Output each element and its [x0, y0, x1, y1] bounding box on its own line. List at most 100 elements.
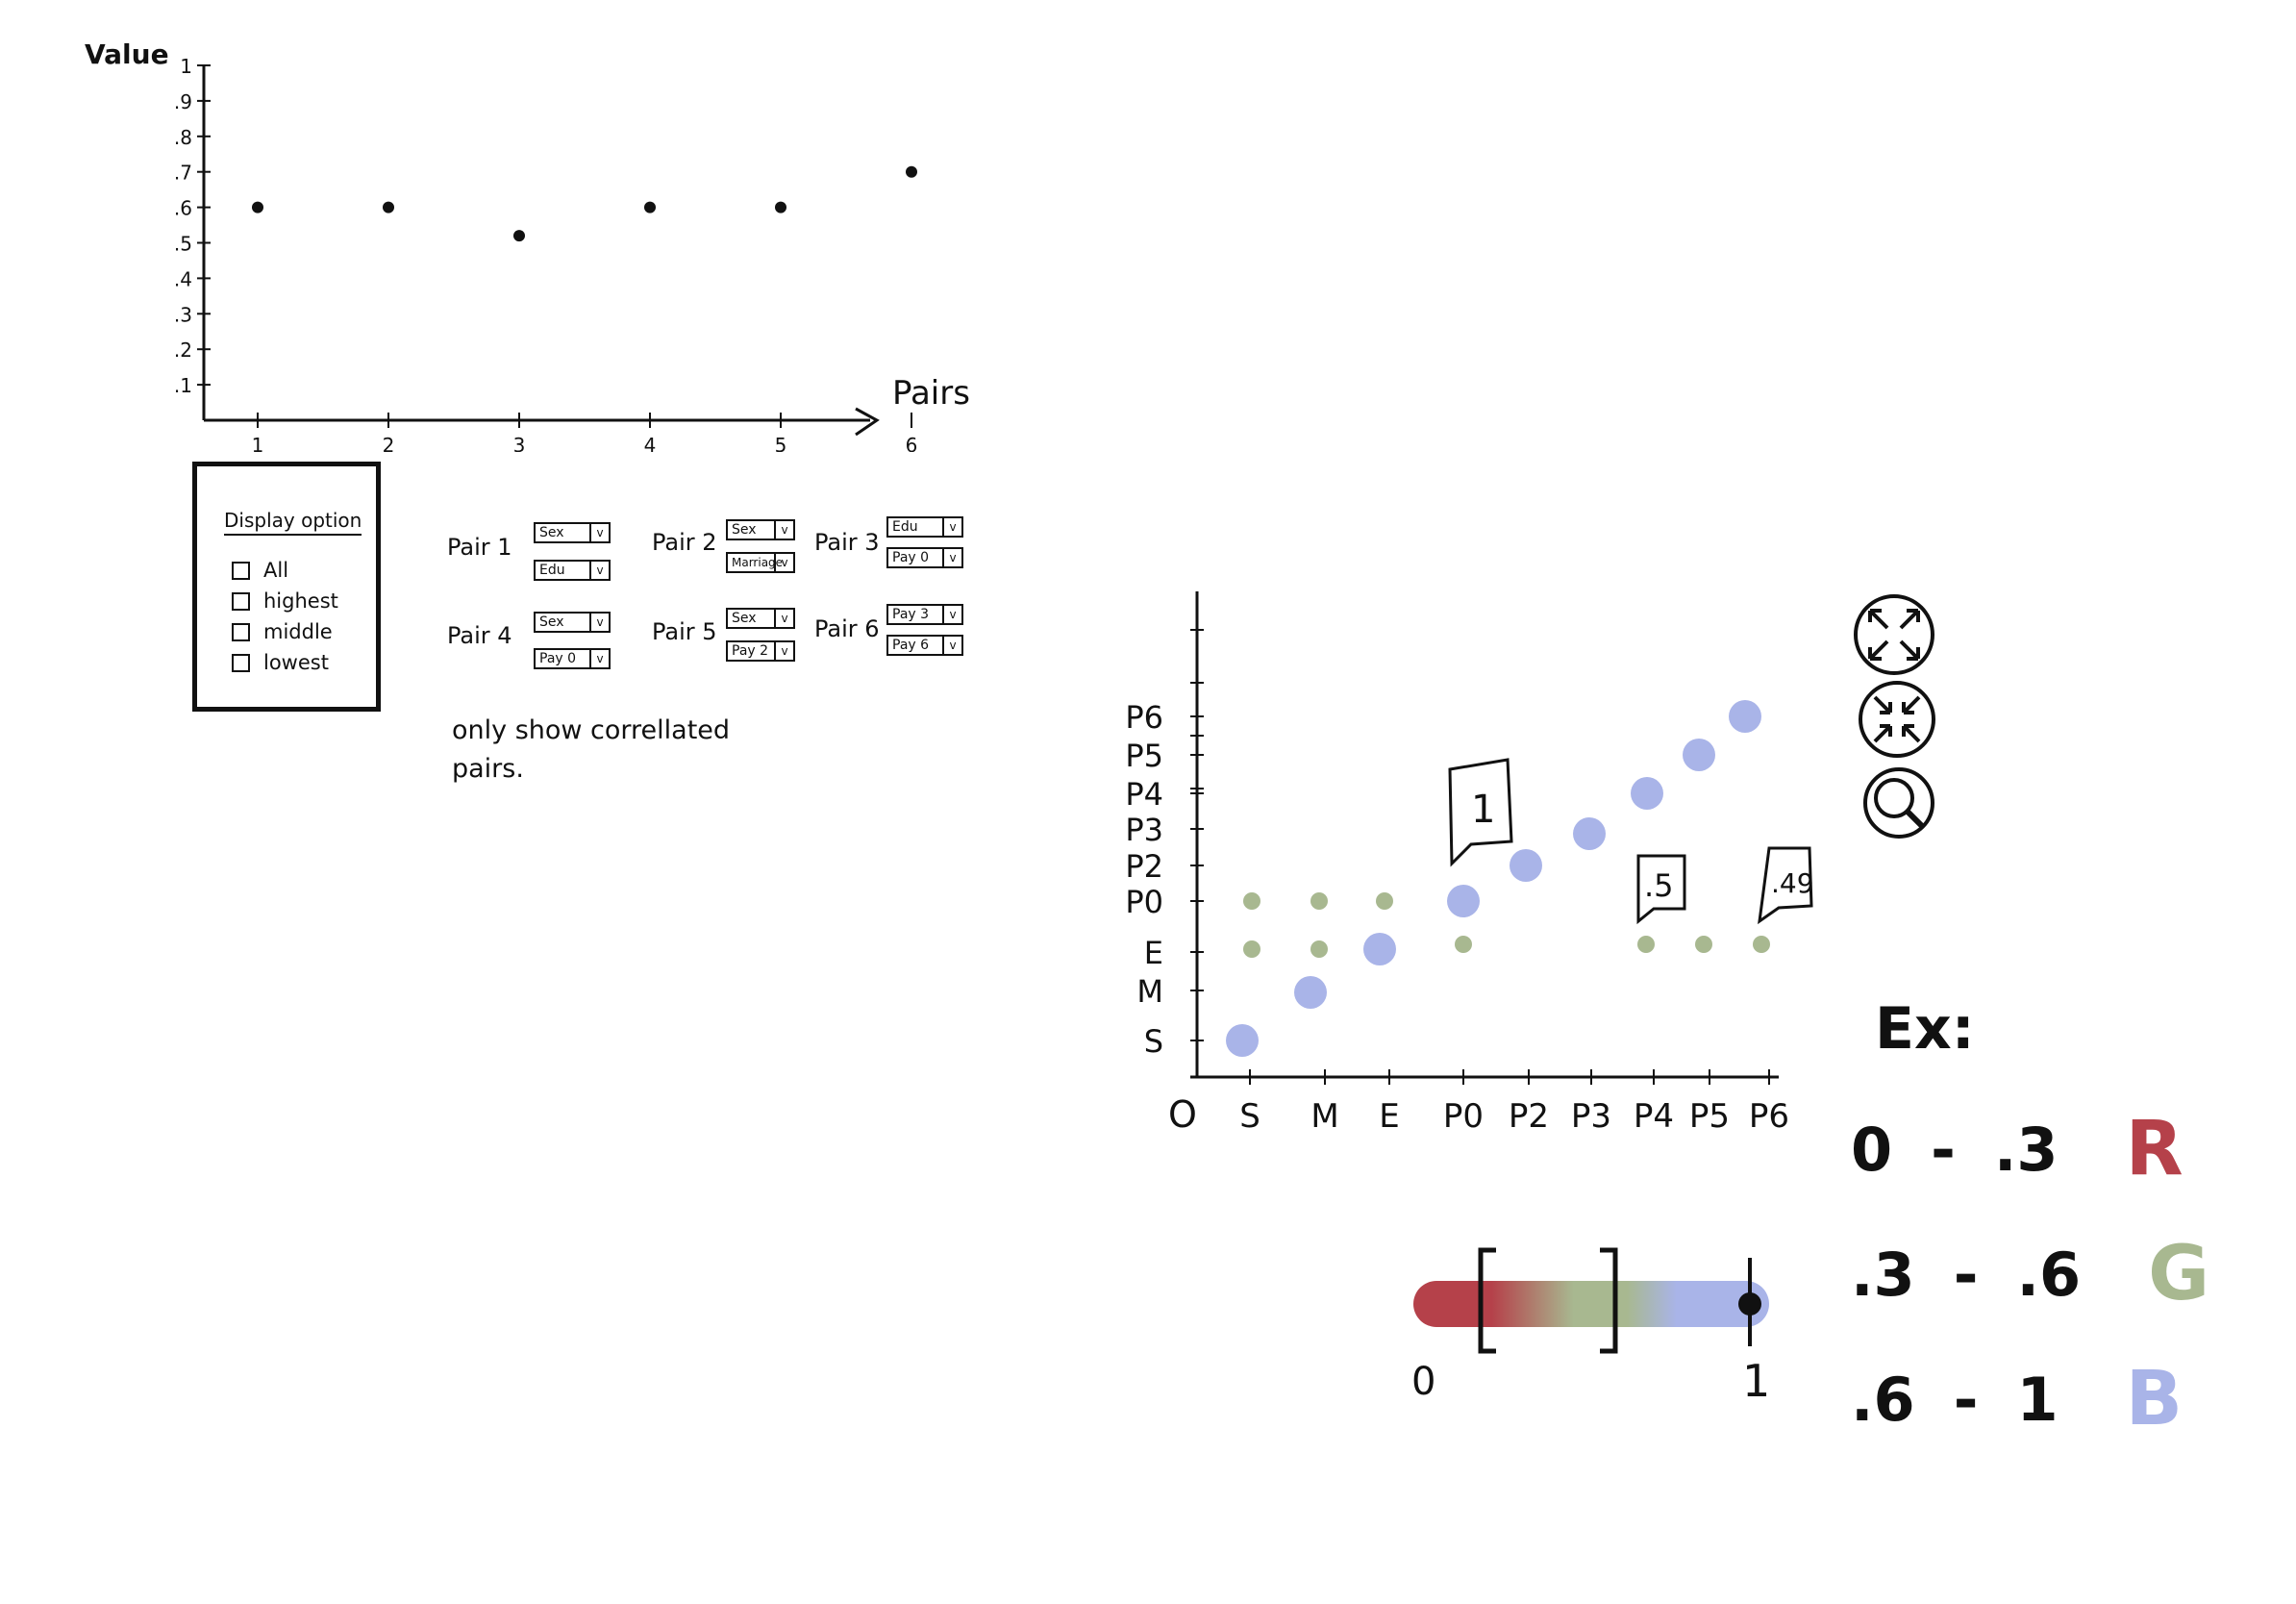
y-tick-label: .1	[174, 374, 192, 397]
option-lowest[interactable]: lowest	[232, 651, 329, 674]
y-tick-label: .2	[174, 338, 192, 362]
option-lowest-checkbox[interactable]	[232, 653, 250, 672]
pair-1-select-b[interactable]: Edu v	[534, 560, 611, 581]
chevron-down-icon: v	[774, 554, 793, 571]
legend-blue-code: B	[2125, 1356, 2184, 1442]
x-axis-arrow	[855, 407, 880, 437]
matrix-point-green[interactable]	[1243, 940, 1260, 958]
matrix-point-blue[interactable]	[1729, 700, 1761, 733]
matrix-y-label: P2	[1125, 848, 1163, 885]
legend-blue-high: 1	[2016, 1364, 2059, 1435]
chevron-down-icon: v	[589, 524, 609, 541]
matrix-point-blue[interactable]	[1510, 849, 1542, 882]
callout-3: .49	[1758, 846, 1814, 925]
x-tick-label: 4	[644, 434, 657, 452]
matrix-point-blue[interactable]	[1631, 777, 1663, 810]
option-middle-checkbox[interactable]	[232, 622, 250, 641]
matrix-point-blue[interactable]	[1363, 933, 1396, 965]
legend-green-low: .3	[1851, 1239, 1915, 1310]
option-highest[interactable]: highest	[232, 589, 338, 613]
data-point[interactable]	[644, 201, 656, 213]
chevron-down-icon: v	[589, 650, 609, 667]
slider-track[interactable]	[1413, 1281, 1769, 1327]
svg-text:1: 1	[1471, 788, 1495, 832]
slider-bracket-high[interactable]	[1600, 1247, 1618, 1354]
slider-bracket-low[interactable]	[1478, 1247, 1496, 1354]
data-point[interactable]	[906, 165, 917, 178]
matrix-point-green[interactable]	[1310, 940, 1328, 958]
slider-min-label: 0	[1411, 1360, 1435, 1404]
matrix-x-label: P0	[1443, 1097, 1484, 1136]
matrix-x-label: P6	[1749, 1097, 1789, 1136]
matrix-x-label: P5	[1689, 1097, 1730, 1136]
matrix-point-blue[interactable]	[1447, 885, 1480, 917]
matrix-origin-label: O	[1168, 1093, 1197, 1136]
x-tick-label: 3	[513, 434, 526, 452]
matrix-point-green[interactable]	[1637, 936, 1655, 953]
pair-4-select-a[interactable]: Sex v	[534, 612, 611, 633]
chevron-down-icon: v	[774, 521, 793, 539]
legend-blue-dash: -	[1953, 1364, 1979, 1435]
matrix-point-green[interactable]	[1243, 892, 1260, 910]
matrix-x-label: M	[1310, 1097, 1338, 1136]
y-tick-label: .3	[174, 303, 192, 326]
expand-icon[interactable]	[1851, 591, 1937, 678]
pair-2-select-a[interactable]: Sex v	[726, 519, 795, 540]
callout-2: .5	[1636, 854, 1686, 925]
y-tick-label: .8	[174, 126, 192, 149]
matrix-point-green[interactable]	[1376, 892, 1393, 910]
pair-3-select-a[interactable]: Edu v	[886, 516, 963, 538]
matrix-point-green[interactable]	[1753, 936, 1770, 953]
pair-2-select-b[interactable]: Marriage v	[726, 552, 795, 573]
pair-1-label: Pair 1	[447, 534, 512, 561]
x-tick-label: 6	[906, 434, 918, 452]
matrix-y-label: S	[1144, 1023, 1163, 1060]
matrix-point-blue[interactable]	[1294, 976, 1327, 1009]
pair-5-label: Pair 5	[652, 618, 717, 645]
pair-1-select-a[interactable]: Sex v	[534, 522, 611, 543]
option-lowest-label: lowest	[263, 651, 329, 674]
data-point[interactable]	[513, 230, 525, 242]
matrix-point-green[interactable]	[1695, 936, 1712, 953]
y-tick-label: .5	[174, 233, 192, 256]
option-middle[interactable]: middle	[232, 620, 333, 643]
matrix-point-green[interactable]	[1310, 892, 1328, 910]
matrix-point-green[interactable]	[1455, 936, 1472, 953]
legend-row-red: 0 - .3 R	[1851, 1106, 2184, 1192]
chevron-down-icon: v	[942, 606, 961, 623]
data-point[interactable]	[383, 201, 394, 213]
matrix-point-blue[interactable]	[1226, 1024, 1259, 1057]
y-tick-label: .9	[174, 90, 192, 113]
option-highest-label: highest	[263, 589, 338, 613]
option-all[interactable]: All	[232, 559, 288, 582]
matrix-point-blue[interactable]	[1573, 817, 1606, 850]
data-point[interactable]	[775, 201, 786, 213]
slider-handle[interactable]	[1738, 1292, 1761, 1316]
magnifier-icon[interactable]	[1860, 764, 1937, 841]
data-point[interactable]	[252, 201, 263, 213]
y-tick-label: .7	[174, 162, 192, 185]
collapse-icon[interactable]	[1854, 676, 1940, 763]
pair-5-select-a[interactable]: Sex v	[726, 608, 795, 629]
matrix-point-blue[interactable]	[1683, 739, 1715, 771]
matrix-point-green[interactable]	[1376, 939, 1393, 956]
option-all-checkbox[interactable]	[232, 561, 250, 580]
display-options-title: Display option	[224, 509, 362, 536]
chevron-down-icon: v	[589, 562, 609, 579]
matrix-x-label: S	[1239, 1097, 1260, 1136]
range-slider[interactable]: 0 1	[1394, 1231, 1798, 1423]
legend-title: Ex:	[1875, 995, 1975, 1063]
x-tick-label: 1	[252, 434, 264, 452]
callout-1: 1	[1448, 758, 1513, 867]
y-axis-label: Value	[85, 38, 169, 70]
legend-red-code: R	[2125, 1106, 2184, 1192]
option-highest-checkbox[interactable]	[232, 591, 250, 611]
matrix-x-label: P2	[1509, 1097, 1549, 1136]
y-tick-label: .4	[174, 267, 192, 290]
pair-value-chart: Value Pairs 1 .9 .8 .7 .6 .5 .4 .3 .2 .1 1 2 3 4 5 6	[85, 38, 970, 452]
